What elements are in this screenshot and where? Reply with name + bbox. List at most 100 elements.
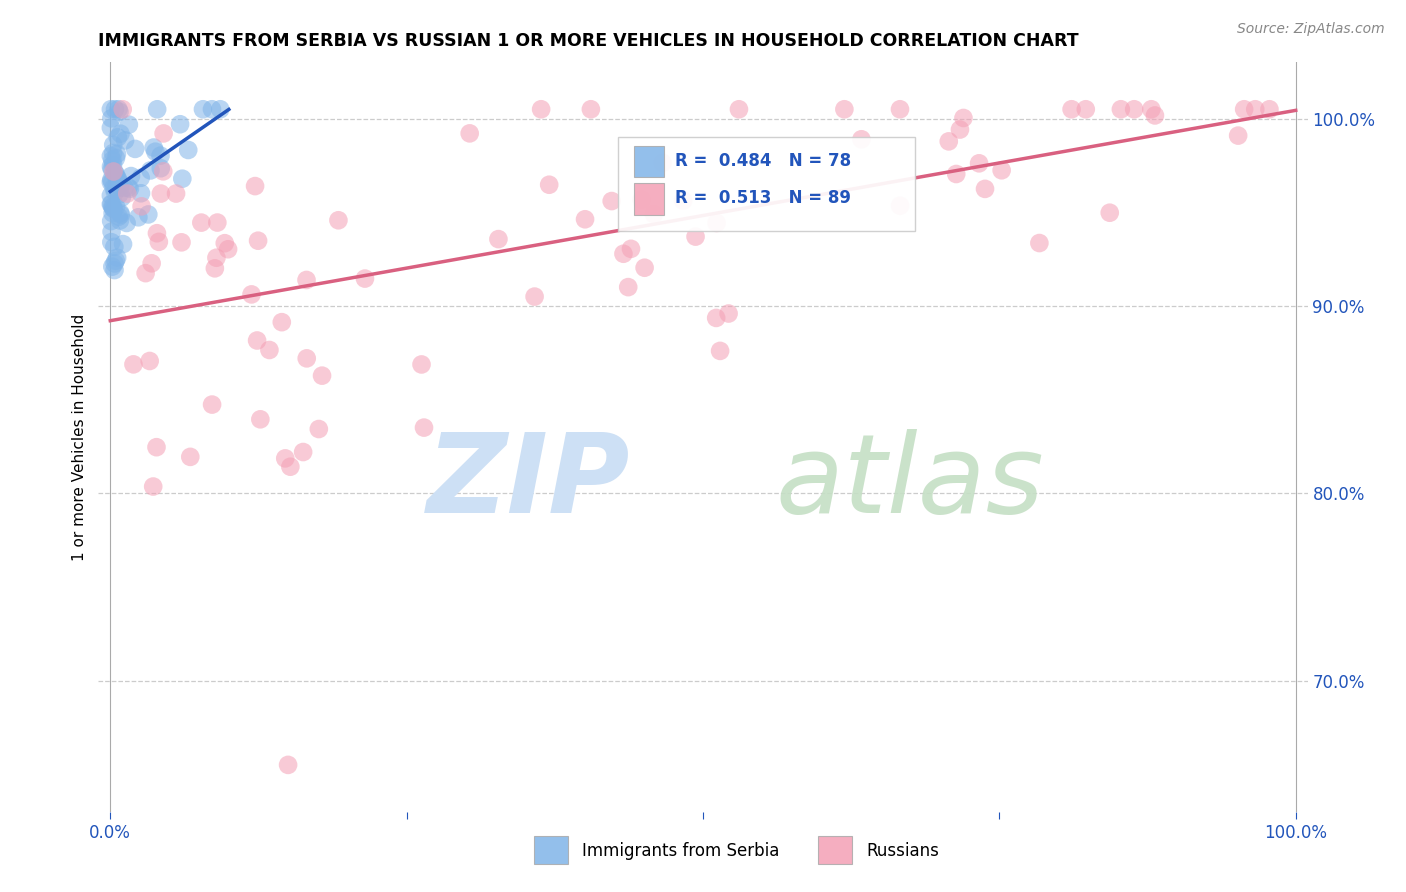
Point <box>354 271 377 285</box>
Point <box>105 147 128 161</box>
Point <box>617 280 640 294</box>
Point <box>172 171 194 186</box>
Point <box>108 180 131 194</box>
Point <box>277 758 299 772</box>
Text: R =  0.513   N = 89: R = 0.513 N = 89 <box>675 189 851 207</box>
Point <box>101 200 124 214</box>
Point <box>1143 108 1166 122</box>
Point <box>108 213 131 227</box>
Point <box>952 111 974 125</box>
Point <box>240 287 263 301</box>
Point <box>111 190 134 204</box>
Point <box>938 134 960 148</box>
Point <box>104 165 127 179</box>
Point <box>945 167 967 181</box>
Text: IMMIGRANTS FROM SERBIA VS RUSSIAN 1 OR MORE VEHICLES IN HOUSEHOLD CORRELATION CH: IMMIGRANTS FROM SERBIA VS RUSSIAN 1 OR M… <box>98 32 1078 50</box>
Point <box>270 315 292 329</box>
Point <box>101 175 124 189</box>
Point <box>191 102 214 116</box>
Point <box>124 142 146 156</box>
Point <box>249 412 271 426</box>
Point <box>717 306 740 320</box>
Point <box>104 102 127 116</box>
Point <box>110 208 132 222</box>
Point <box>201 102 224 116</box>
Point <box>112 237 135 252</box>
Point <box>100 188 122 202</box>
Point <box>672 194 695 208</box>
Point <box>107 210 129 224</box>
Point <box>100 175 122 189</box>
Point <box>685 229 707 244</box>
Point <box>179 450 201 464</box>
Point <box>100 173 122 187</box>
Point <box>488 232 510 246</box>
Point <box>295 351 318 366</box>
Point <box>101 153 124 167</box>
Point <box>600 194 623 208</box>
Point <box>630 193 652 207</box>
Point <box>101 158 124 172</box>
Point <box>214 236 236 251</box>
Point <box>142 479 165 493</box>
Point <box>274 451 297 466</box>
Point <box>149 186 172 201</box>
Point <box>127 211 149 225</box>
Point <box>651 155 673 169</box>
Point <box>108 187 131 202</box>
Point <box>105 170 128 185</box>
Point <box>118 182 141 196</box>
Point <box>142 140 165 154</box>
Point <box>204 261 226 276</box>
Text: Russians: Russians <box>866 842 939 860</box>
Point <box>101 260 124 274</box>
Point <box>138 354 160 368</box>
Point <box>117 180 139 194</box>
Point <box>612 246 634 260</box>
Point <box>100 225 122 239</box>
Point <box>118 118 141 132</box>
Point <box>1028 235 1050 250</box>
Point <box>100 160 122 174</box>
Point <box>139 163 162 178</box>
Point <box>1060 102 1083 116</box>
Point <box>1227 128 1250 143</box>
Point <box>105 251 128 265</box>
Point <box>201 398 224 412</box>
Point <box>889 102 911 116</box>
Point <box>107 172 129 186</box>
Point <box>170 235 193 250</box>
Point <box>107 171 129 186</box>
Point <box>949 122 972 136</box>
Point <box>146 226 169 240</box>
Point <box>633 260 655 275</box>
Point <box>103 180 125 194</box>
Point <box>523 289 546 303</box>
Point <box>131 199 153 213</box>
Point <box>538 178 561 192</box>
Point <box>103 202 125 216</box>
Point <box>115 216 138 230</box>
Point <box>122 357 145 371</box>
Point <box>458 127 481 141</box>
Bar <box>634 145 664 178</box>
Point <box>177 143 200 157</box>
Point <box>205 251 228 265</box>
Point <box>146 102 169 116</box>
Point <box>706 216 728 230</box>
Point <box>328 213 350 227</box>
Point <box>246 334 269 348</box>
Point <box>1258 102 1281 116</box>
Point <box>104 185 127 199</box>
Point <box>530 102 553 116</box>
Point <box>411 358 433 372</box>
Point <box>1123 102 1146 116</box>
Point <box>145 145 167 159</box>
Point <box>247 234 270 248</box>
Point <box>120 169 142 183</box>
Point <box>100 112 122 126</box>
Point <box>105 200 128 214</box>
Point <box>1140 102 1163 116</box>
Point <box>190 216 212 230</box>
Point <box>103 164 125 178</box>
